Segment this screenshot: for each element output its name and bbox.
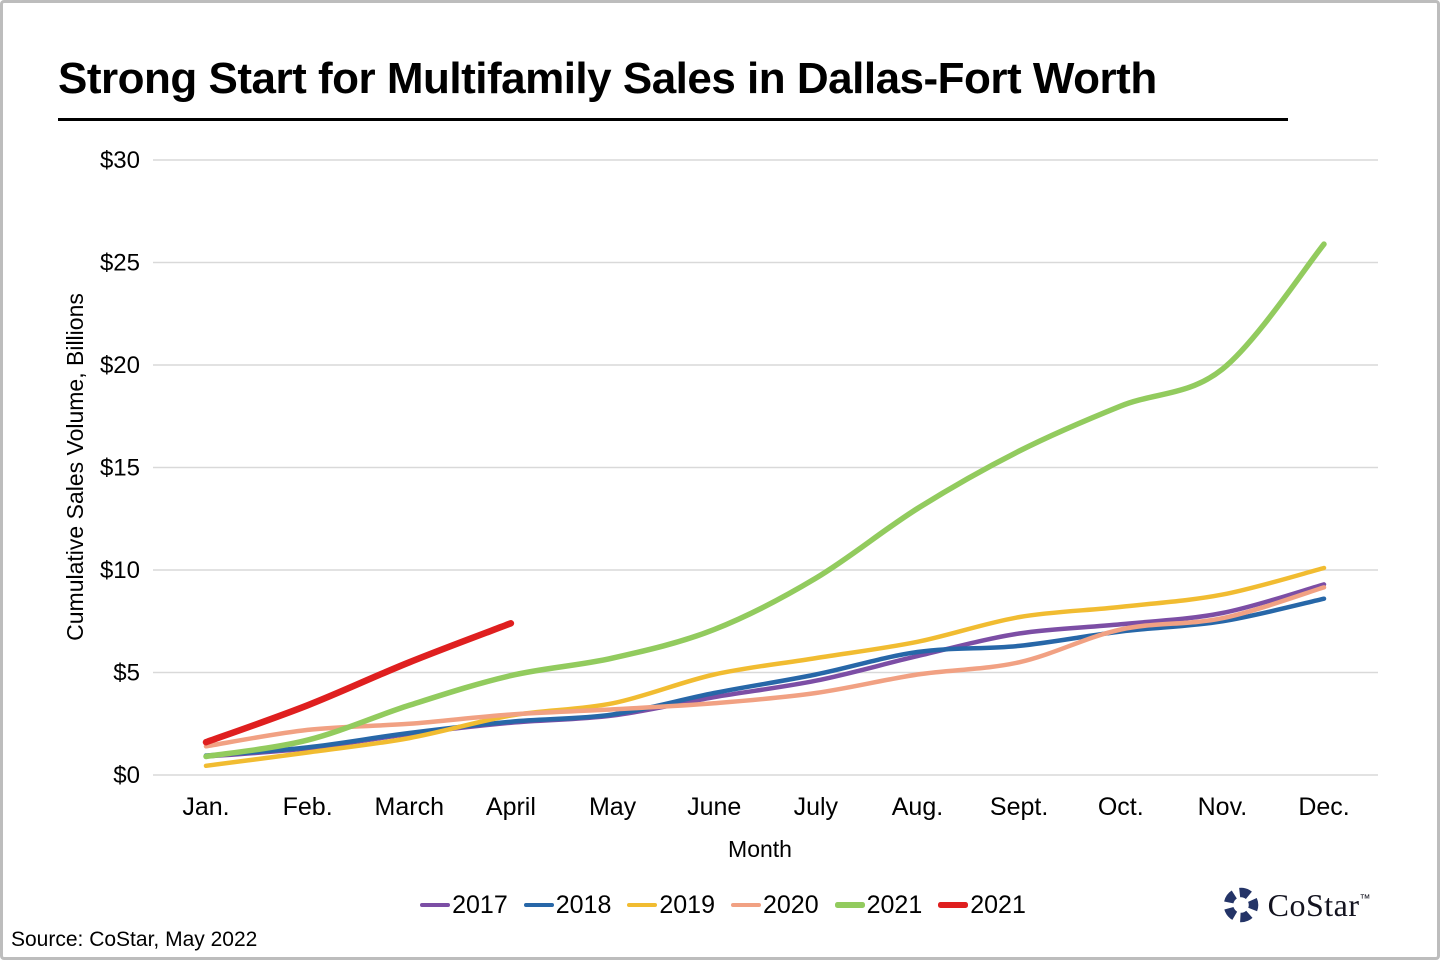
x-tick-label: March	[375, 793, 444, 821]
series-line-2021	[202, 620, 515, 746]
y-tick-label: $20	[100, 352, 140, 379]
source-note: Source: CoStar, May 2022	[11, 928, 258, 951]
legend-swatch	[523, 902, 554, 908]
legend-swatch	[627, 902, 658, 908]
legend-item-2019: 2019	[627, 891, 715, 920]
x-axis-title: Month	[728, 836, 792, 862]
legend-label: 2018	[555, 890, 612, 919]
x-tick-label: Nov.	[1198, 793, 1248, 821]
x-tick-label: Aug.	[892, 793, 943, 821]
series-line-2020	[203, 585, 1327, 749]
x-tick-label: July	[794, 793, 839, 821]
gridlines	[153, 159, 1378, 776]
series-lines	[202, 241, 1327, 769]
y-tick-label: $0	[113, 762, 140, 789]
x-tick-label: Feb.	[283, 793, 333, 821]
x-tick-label: Jan.	[182, 793, 229, 821]
x-tick-label: Sept.	[990, 793, 1048, 821]
legend: 2017 2018 2019 2020 2021 2021	[3, 889, 1437, 921]
y-tick-label: $15	[100, 455, 140, 482]
legend-label: 2019	[659, 890, 715, 919]
legend-label: 2020	[763, 890, 819, 919]
page-title: Strong Start for Multifamily Sales in Da…	[58, 54, 1157, 103]
title-divider	[58, 117, 1288, 121]
x-tick-label: Oct.	[1098, 793, 1144, 821]
y-tick-label: $5	[113, 660, 140, 687]
y-tick-labels: $0 $5 $10 $15 $20 $25 $30	[100, 147, 140, 789]
x-tick-label: June	[687, 793, 741, 821]
legend-item-2018: 2018	[523, 890, 612, 920]
series-line-2019	[203, 565, 1327, 769]
y-axis-title: Cumulative Sales Volume, Billions	[62, 293, 88, 641]
y-tick-label: $10	[100, 557, 140, 584]
costar-logo-text: CoStar™	[1267, 886, 1371, 923]
legend-swatch	[834, 902, 865, 908]
legend-item-2021: 2021	[938, 891, 1026, 920]
legend-label: 2021	[866, 890, 923, 919]
x-tick-label: April	[486, 793, 536, 821]
legend-swatch	[420, 902, 451, 908]
legend-item-2017: 2017	[420, 891, 508, 920]
x-tick-label: May	[589, 793, 637, 821]
costar-logo: CoStar™	[1221, 885, 1371, 925]
series-line-2021	[203, 241, 1327, 760]
series-line-2017	[203, 582, 1327, 759]
legend-label: 2017	[452, 890, 508, 919]
x-tick-labels: Jan. Feb. March April May June July Aug. Sept. Oc…	[182, 793, 1349, 821]
legend-item-2020: 2020	[731, 891, 819, 920]
x-tick-label: Dec.	[1298, 793, 1349, 821]
y-tick-label: $30	[100, 147, 140, 174]
trademark-symbol: ™	[1359, 892, 1371, 905]
legend-label: 2021	[970, 890, 1026, 919]
legend-item-2021: 2021	[834, 890, 923, 920]
title-block: Strong Start for Multifamily Sales in Da…	[58, 55, 1288, 121]
legend-swatch	[938, 901, 969, 909]
legend-swatch	[731, 902, 761, 908]
line-chart: $0 $5 $10 $15 $20 $25 $30 Jan. Feb. March April Ma…	[62, 147, 1378, 862]
costar-pinwheel-icon	[1223, 887, 1258, 923]
series-line-2018	[203, 596, 1327, 758]
y-tick-label: $25	[100, 250, 140, 277]
